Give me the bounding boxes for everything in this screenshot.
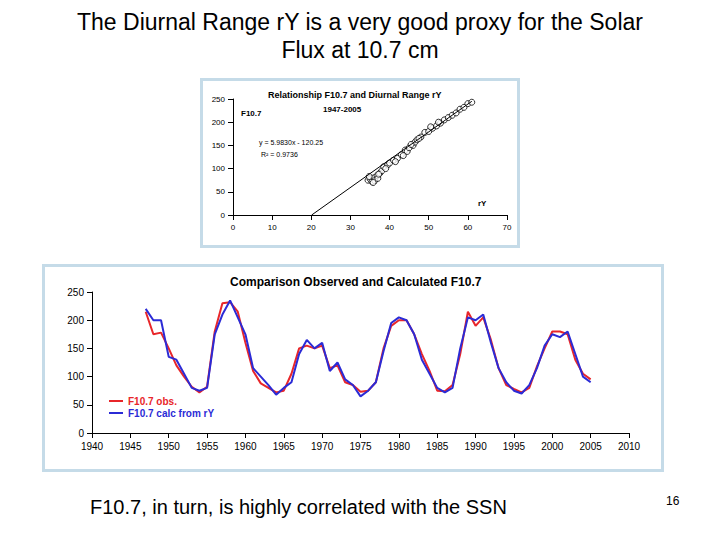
svg-text:0: 0 <box>78 428 84 439</box>
svg-text:1940: 1940 <box>81 441 104 452</box>
svg-text:50: 50 <box>424 223 433 232</box>
svg-text:250: 250 <box>212 95 226 104</box>
svg-text:0: 0 <box>221 211 226 220</box>
svg-text:20: 20 <box>307 223 316 232</box>
svg-text:150: 150 <box>67 343 84 354</box>
svg-text:150: 150 <box>212 141 226 150</box>
svg-text:1950: 1950 <box>158 441 181 452</box>
svg-text:1970: 1970 <box>311 441 334 452</box>
svg-text:200: 200 <box>212 118 226 127</box>
svg-text:10: 10 <box>268 223 277 232</box>
svg-text:1975: 1975 <box>349 441 372 452</box>
svg-text:50: 50 <box>216 187 225 196</box>
svg-text:2010: 2010 <box>618 441 641 452</box>
svg-text:2000: 2000 <box>541 441 564 452</box>
svg-text:Comparison Observed and Calcul: Comparison Observed and Calculated F10.7 <box>230 275 482 289</box>
svg-text:F10.7 calc from rY: F10.7 calc from rY <box>128 408 214 419</box>
svg-text:60: 60 <box>463 223 472 232</box>
svg-text:1990: 1990 <box>464 441 487 452</box>
html-text:The Diurnal Range rY is a very: The Diurnal Range rY is a very good prox… <box>77 9 643 63</box>
html-text:F10.7, in turn, is highly corr: F10.7, in turn, is highly correlated wit… <box>90 496 507 518</box>
svg-text:rY: rY <box>478 199 487 208</box>
svg-text:1960: 1960 <box>234 441 257 452</box>
svg-text:1947-2005: 1947-2005 <box>323 105 362 114</box>
svg-text:1965: 1965 <box>273 441 296 452</box>
svg-text:200: 200 <box>67 315 84 326</box>
svg-text:250: 250 <box>67 287 84 298</box>
svg-text:R² = 0.9736: R² = 0.9736 <box>261 151 298 158</box>
svg-text:y = 5.9830x - 120.25: y = 5.9830x - 120.25 <box>259 139 323 147</box>
svg-text:70: 70 <box>503 223 512 232</box>
svg-text:1955: 1955 <box>196 441 219 452</box>
svg-text:2005: 2005 <box>580 441 603 452</box>
svg-text:Relationship F10.7 and Diurnal: Relationship F10.7 and Diurnal Range rY <box>268 90 442 100</box>
svg-text:F10.7 obs.: F10.7 obs. <box>128 396 177 407</box>
svg-text:1995: 1995 <box>503 441 526 452</box>
svg-text:F10.7: F10.7 <box>241 109 262 118</box>
svg-text:1945: 1945 <box>119 441 142 452</box>
svg-text:40: 40 <box>385 223 394 232</box>
svg-text:30: 30 <box>346 223 355 232</box>
html-text:16: 16 <box>666 494 680 508</box>
svg-text:50: 50 <box>73 399 85 410</box>
svg-text:0: 0 <box>231 223 236 232</box>
svg-text:100: 100 <box>67 371 84 382</box>
svg-text:1985: 1985 <box>426 441 449 452</box>
svg-text:100: 100 <box>212 164 226 173</box>
svg-text:1980: 1980 <box>388 441 411 452</box>
